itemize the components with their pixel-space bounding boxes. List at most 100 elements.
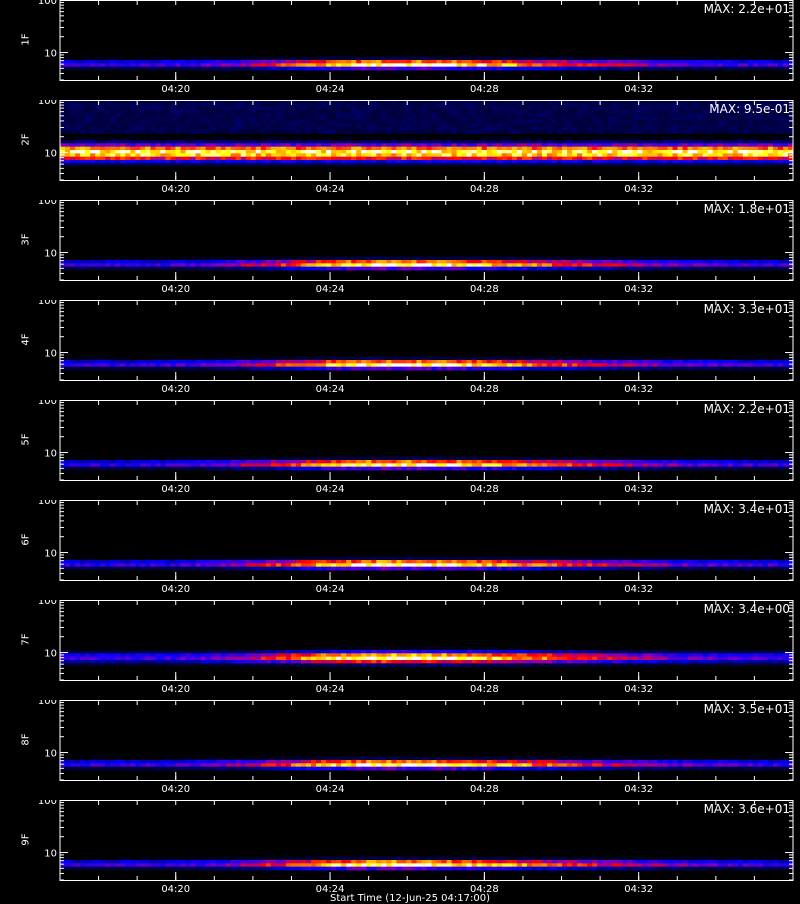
heatmap-cell [492,260,497,264]
heatmap-cell [472,147,477,151]
heatmap-cell [361,257,366,261]
heatmap-cell [602,153,607,157]
heatmap-cell [366,267,371,271]
heatmap-cell [457,150,462,154]
heatmap-cell [467,67,472,71]
heatmap-cell [492,103,497,107]
heatmap-cell [150,150,155,154]
heatmap-cell [532,357,537,361]
heatmap-cell [361,360,366,364]
heatmap-cell [80,367,85,371]
heatmap-cell [100,140,105,144]
heatmap-cell [175,143,180,147]
heatmap-cell [477,107,482,111]
heatmap-cell [246,117,251,121]
heatmap-cell [135,110,140,114]
heatmap-cell [462,160,467,164]
heatmap-cell [376,127,381,131]
heatmap-cell [130,63,135,67]
heatmap-cell [527,103,532,107]
heatmap-cell [291,57,296,61]
heatmap-cell [236,110,241,114]
heatmap-cell [497,130,502,134]
heatmap-cell [351,460,356,464]
heatmap-cell [140,263,145,267]
heatmap-cell [70,150,75,154]
heatmap-cell [437,67,442,71]
heatmap-cell [421,263,426,267]
heatmap-cell [592,263,597,267]
heatmap-cell [743,143,748,147]
heatmap-cell [733,360,738,364]
heatmap-cell [150,67,155,71]
heatmap-cell [587,113,592,117]
heatmap-cell [90,153,95,157]
heatmap-cell [386,147,391,151]
heatmap-cell [170,120,175,124]
heatmap-cell [306,110,311,114]
heatmap-cell [105,127,110,131]
heatmap-cell [698,157,703,161]
heatmap-cell [567,360,572,364]
heatmap-cell [271,260,276,264]
heatmap-cell [170,140,175,144]
heatmap-cell [356,120,361,124]
heatmap-cell [65,367,70,371]
heatmap-cell [592,60,597,64]
heatmap-cell [597,113,602,117]
heatmap-cell [411,117,416,121]
heatmap-cell [201,147,206,151]
heatmap-cell [110,107,115,111]
heatmap-cell [728,160,733,164]
heatmap-cell [396,113,401,117]
heatmap-cell [186,117,191,121]
heatmap-cell [477,143,482,147]
heatmap-cell [256,163,261,167]
heatmap-cell [135,260,140,264]
heatmap-cell [492,130,497,134]
heatmap-cell [381,460,386,464]
heatmap-cell [206,113,211,117]
heatmap-cell [537,67,542,71]
heatmap-cell [105,113,110,117]
heatmap-cell [261,460,266,464]
heatmap-cell [667,367,672,371]
heatmap-cell [457,153,462,157]
heatmap-cell [728,123,733,127]
heatmap-cell [90,63,95,67]
heatmap-cell [587,103,592,107]
heatmap-cell [582,163,587,167]
heatmap-cell [713,130,718,134]
heatmap-cell [642,117,647,121]
heatmap-cell [607,160,612,164]
heatmap-cell [90,267,95,271]
heatmap-cell [703,107,708,111]
heatmap-cell [125,67,130,71]
heatmap-cell [336,457,341,461]
heatmap-cell [231,157,236,161]
heatmap-cell [266,360,271,364]
heatmap-cell [592,457,597,461]
heatmap-cell [231,460,236,464]
heatmap-cell [216,107,221,111]
heatmap-cell [432,60,437,64]
heatmap-cell [421,157,426,161]
heatmap-cell [90,103,95,107]
heatmap-cell [246,67,251,71]
heatmap-cell [552,63,557,67]
heatmap-cell [743,157,748,161]
heatmap-cell [160,357,165,361]
heatmap-cell [416,257,421,261]
panel-max-label: MAX: 2.2e+01 [704,2,790,16]
heatmap-cell [236,147,241,151]
heatmap-cell [65,113,70,117]
heatmap-cell [612,150,617,154]
heatmap-cell [301,257,306,261]
heatmap-cell [477,357,482,361]
heatmap-cell [647,163,652,167]
heatmap-cell [773,67,778,71]
heatmap-cell [281,123,286,127]
heatmap-cell [416,147,421,151]
heatmap-cell [180,127,185,131]
heatmap-cell [191,363,196,367]
